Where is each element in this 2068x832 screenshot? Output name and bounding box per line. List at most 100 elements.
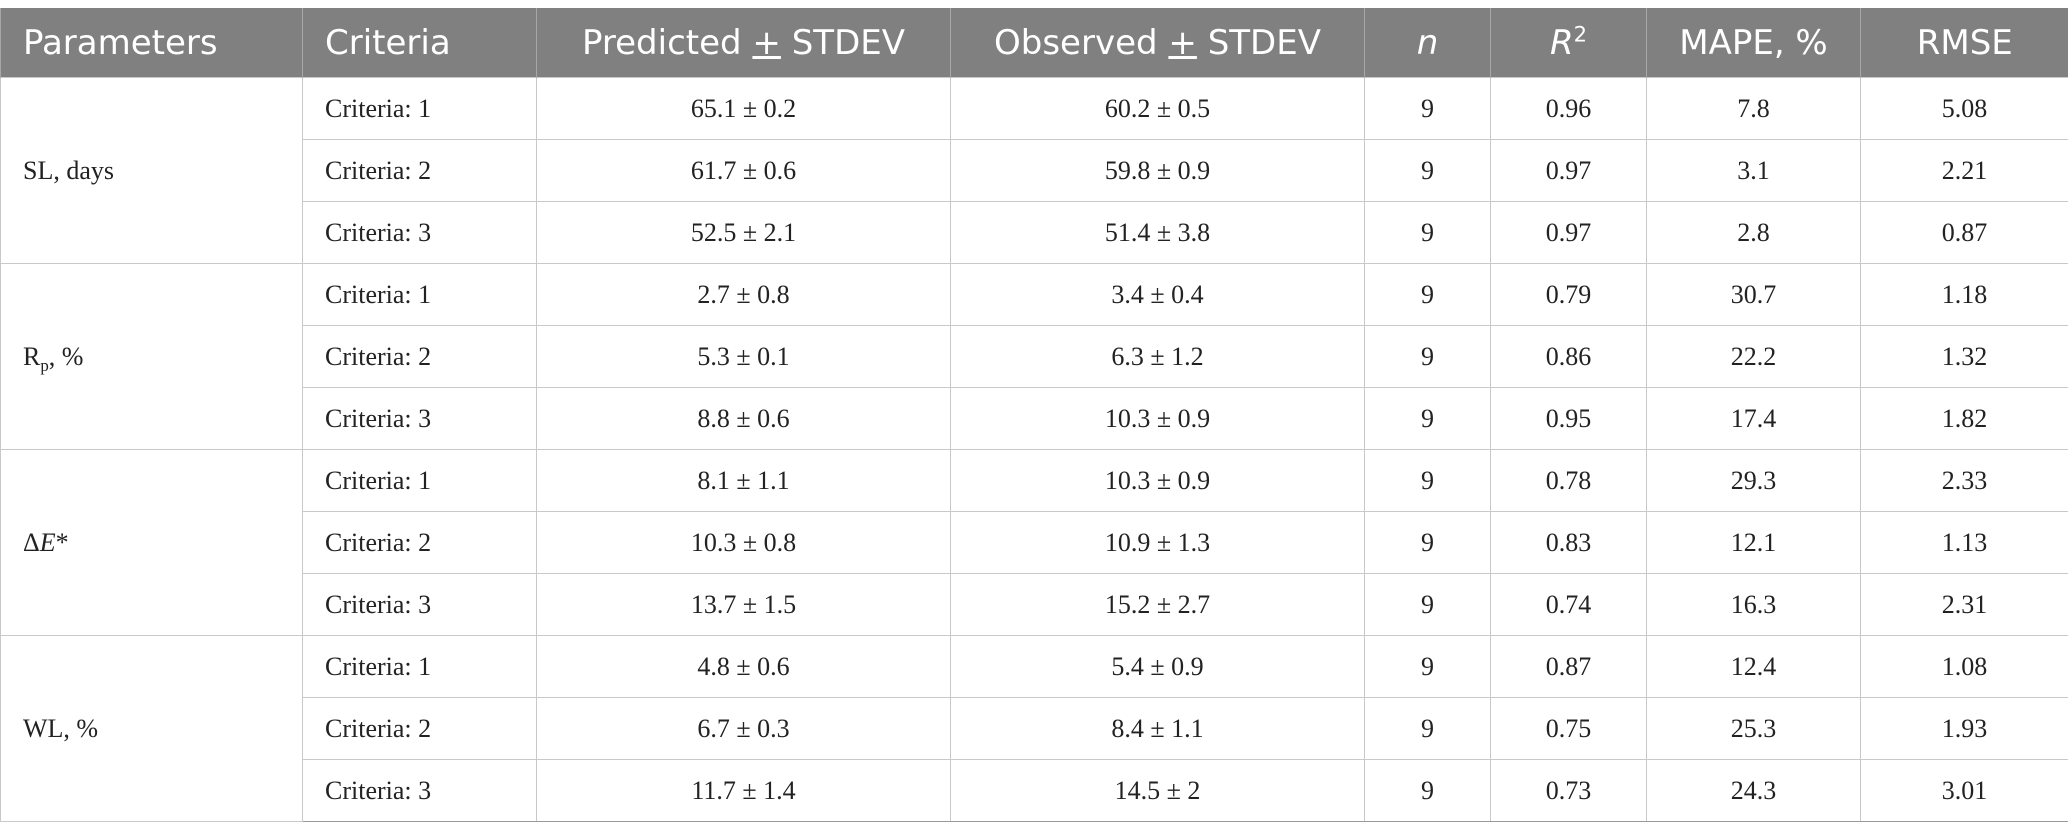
mape-cell: 12.1 <box>1646 511 1861 574</box>
r2-cell: 0.97 <box>1490 201 1647 264</box>
header-predicted-plusminus: + <box>752 22 781 63</box>
table-row: SL, days Criteria: 1 65.1 ± 0.2 60.2 ± 0.5 9… <box>0 77 2068 264</box>
n-cell: 9 <box>1364 511 1491 574</box>
mape-cell: 7.8 <box>1646 77 1861 140</box>
mape-cell: 30.7 <box>1646 263 1861 326</box>
header-predicted-stdev: STDEV <box>780 22 905 63</box>
predicted-cell: 13.7 ± 1.5 <box>536 573 951 636</box>
r2-cell: 0.79 <box>1490 263 1647 326</box>
observed-cell: 8.4 ± 1.1 <box>950 697 1365 760</box>
table-row: Criteria: 2 10.3 ± 0.8 10.9 ± 1.3 9 0.83 12.1… <box>1 511 2068 574</box>
n-cell: 9 <box>1364 77 1491 140</box>
parameter-name: Δ <box>23 527 40 557</box>
n-cell: 9 <box>1364 139 1491 202</box>
parameter-suffix: , % <box>48 341 84 371</box>
rmse-cell: 5.08 <box>1860 77 2068 140</box>
header-row: Parameters Criteria Predicted + STDEV Ob… <box>0 8 2068 78</box>
model-validation-table: Parameters Criteria Predicted + STDEV Ob… <box>0 8 2068 822</box>
observed-cell: 14.5 ± 2 <box>950 759 1365 822</box>
rmse-cell: 3.01 <box>1860 759 2068 822</box>
n-cell: 9 <box>1364 697 1491 760</box>
parameter-cell: Rp, % <box>0 263 303 450</box>
r2-cell: 0.96 <box>1490 77 1647 140</box>
parameter-subscript: p <box>40 355 49 375</box>
mape-cell: 2.8 <box>1646 201 1861 264</box>
observed-cell: 60.2 ± 0.5 <box>950 77 1365 140</box>
r2-cell: 0.74 <box>1490 573 1647 636</box>
header-rmse: RMSE <box>1860 8 2068 78</box>
table-row: Criteria: 2 61.7 ± 0.6 59.8 ± 0.9 9 0.97 3.1 2… <box>1 139 2068 202</box>
mape-cell: 3.1 <box>1646 139 1861 202</box>
rmse-cell: 1.82 <box>1860 387 2068 450</box>
table-row: Criteria: 2 5.3 ± 0.1 6.3 ± 1.2 9 0.86 22.2 1.… <box>1 325 2068 388</box>
observed-cell: 3.4 ± 0.4 <box>950 263 1365 326</box>
predicted-cell: 65.1 ± 0.2 <box>536 77 951 140</box>
header-r2-base: R <box>1549 22 1574 63</box>
header-predicted-label: Predicted <box>581 22 753 63</box>
rmse-cell: 1.08 <box>1860 635 2068 698</box>
header-observed: Observed + STDEV <box>950 8 1365 78</box>
mape-cell: 12.4 <box>1646 635 1861 698</box>
predicted-cell: 8.1 ± 1.1 <box>536 449 951 512</box>
parameter-cell: SL, days <box>0 77 303 264</box>
n-cell: 9 <box>1364 263 1491 326</box>
parameter-name: R <box>23 341 41 371</box>
criteria-cell: Criteria: 3 <box>302 201 537 264</box>
header-predicted: Predicted + STDEV <box>536 8 951 78</box>
criteria-cell: Criteria: 2 <box>302 697 537 760</box>
observed-cell: 59.8 ± 0.9 <box>950 139 1365 202</box>
observed-cell: 10.3 ± 0.9 <box>950 449 1365 512</box>
table-row: Criteria: 3 8.8 ± 0.6 10.3 ± 0.9 9 0.95 17.4 1… <box>1 387 2068 450</box>
n-cell: 9 <box>1364 759 1491 822</box>
predicted-cell: 5.3 ± 0.1 <box>536 325 951 388</box>
criteria-cell: Criteria: 1 <box>302 263 537 326</box>
r2-cell: 0.86 <box>1490 325 1647 388</box>
table-row: Criteria: 3 11.7 ± 1.4 14.5 ± 2 9 0.73 24.3 3.… <box>1 759 2068 822</box>
parameter-name: SL, days <box>23 155 114 185</box>
results-table-wrapper: Parameters Criteria Predicted + STDEV Ob… <box>0 8 2068 822</box>
r2-cell: 0.73 <box>1490 759 1647 822</box>
table-header: Parameters Criteria Predicted + STDEV Ob… <box>0 8 2068 78</box>
parameter-name: WL, % <box>23 713 99 743</box>
criteria-cell: Criteria: 2 <box>302 325 537 388</box>
predicted-cell: 10.3 ± 0.8 <box>536 511 951 574</box>
rmse-cell: 0.87 <box>1860 201 2068 264</box>
rmse-cell: 2.21 <box>1860 139 2068 202</box>
predicted-cell: 52.5 ± 2.1 <box>536 201 951 264</box>
table-row: WL, % Criteria: 1 4.8 ± 0.6 5.4 ± 0.9 9 0.87 1… <box>0 635 2068 822</box>
table-row: Criteria: 3 52.5 ± 2.1 51.4 ± 3.8 9 0.97 2.8 0… <box>1 201 2068 264</box>
predicted-cell: 8.8 ± 0.6 <box>536 387 951 450</box>
header-observed-stdev: STDEV <box>1196 22 1321 63</box>
mape-cell: 25.3 <box>1646 697 1861 760</box>
predicted-cell: 4.8 ± 0.6 <box>536 635 951 698</box>
mape-cell: 16.3 <box>1646 573 1861 636</box>
mape-cell: 17.4 <box>1646 387 1861 450</box>
table-row: Criteria: 2 6.7 ± 0.3 8.4 ± 1.1 9 0.75 25.3 1.… <box>1 697 2068 760</box>
r2-cell: 0.75 <box>1490 697 1647 760</box>
table-row: Criteria: 3 13.7 ± 1.5 15.2 ± 2.7 9 0.74 16.3… <box>1 573 2068 636</box>
header-observed-plusminus: + <box>1168 22 1197 63</box>
r2-cell: 0.95 <box>1490 387 1647 450</box>
n-cell: 9 <box>1364 635 1491 698</box>
r2-cell: 0.83 <box>1490 511 1647 574</box>
n-cell: 9 <box>1364 325 1491 388</box>
criteria-cell: Criteria: 2 <box>302 139 537 202</box>
parameter-symbol: E <box>39 527 56 557</box>
observed-cell: 10.9 ± 1.3 <box>950 511 1365 574</box>
criteria-cell: Criteria: 2 <box>302 511 537 574</box>
observed-cell: 10.3 ± 0.9 <box>950 387 1365 450</box>
n-cell: 9 <box>1364 573 1491 636</box>
predicted-cell: 6.7 ± 0.3 <box>536 697 951 760</box>
table-body: SL, days Criteria: 1 65.1 ± 0.2 60.2 ± 0.5 9… <box>0 77 2068 822</box>
header-r2: R2 <box>1490 8 1647 78</box>
observed-cell: 6.3 ± 1.2 <box>950 325 1365 388</box>
observed-cell: 5.4 ± 0.9 <box>950 635 1365 698</box>
mape-cell: 24.3 <box>1646 759 1861 822</box>
n-cell: 9 <box>1364 387 1491 450</box>
criteria-cell: Criteria: 1 <box>302 635 537 698</box>
criteria-cell: Criteria: 3 <box>302 387 537 450</box>
rmse-cell: 2.33 <box>1860 449 2068 512</box>
mape-cell: 22.2 <box>1646 325 1861 388</box>
table-row: ΔE* Criteria: 1 8.1 ± 1.1 10.3 ± 0.9 9 0.78 29… <box>0 449 2068 636</box>
parameter-cell: ΔE* <box>0 449 303 636</box>
